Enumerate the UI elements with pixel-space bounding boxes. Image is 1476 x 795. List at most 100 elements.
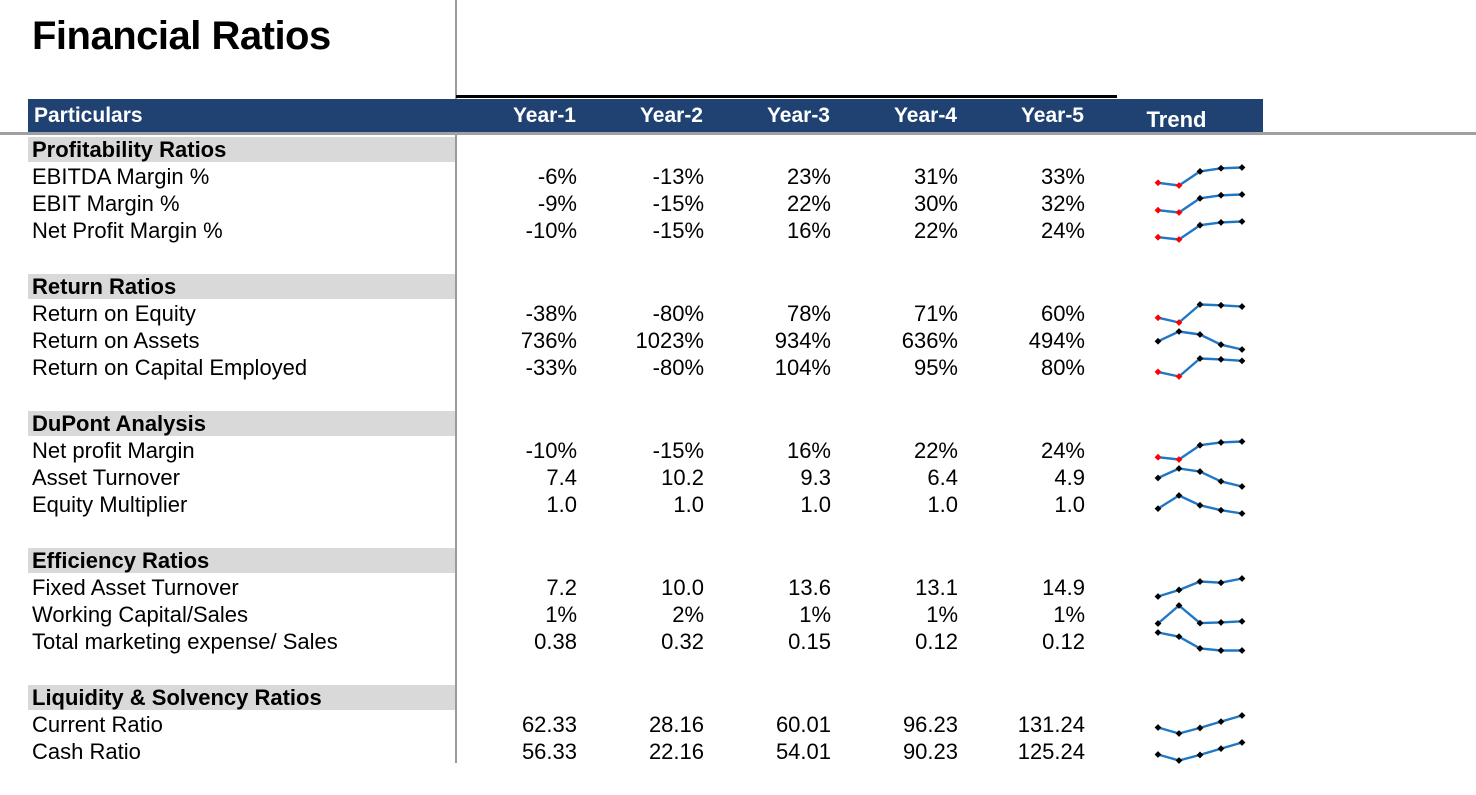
value-cell: 4.9 <box>1054 464 1085 490</box>
table-header-row: Particulars Year-1 Year-2 Year-3 Year-4 … <box>28 99 1263 132</box>
spark-marker <box>1217 579 1225 587</box>
value-cell: 96.23 <box>902 711 958 737</box>
trend-cell <box>1090 190 1263 217</box>
spark-marker <box>1196 578 1204 585</box>
header-trend: Trend <box>1146 106 1207 132</box>
spark-marker <box>1196 301 1204 308</box>
value-cell: 22% <box>913 437 958 463</box>
spark-marker <box>1217 619 1225 626</box>
spark-marker <box>1154 629 1162 636</box>
spark-marker <box>1238 575 1246 582</box>
value-cell: 31% <box>913 163 958 189</box>
section: Return Ratios Return on Equity -38% -80% 78%… <box>28 274 1263 381</box>
value-cell: 1% <box>1053 601 1085 627</box>
spark-marker <box>1196 355 1204 362</box>
trend-cell <box>1090 354 1263 381</box>
trend-sparkline <box>1154 301 1246 326</box>
row-label: EBIT Margin % <box>32 190 180 216</box>
trend-sparkline <box>1154 164 1246 189</box>
spark-marker <box>1196 724 1204 732</box>
spark-marker <box>1238 617 1246 625</box>
spark-marker <box>1217 191 1225 199</box>
spark-marker <box>1238 346 1246 353</box>
trend-cell <box>1090 601 1263 628</box>
trend-cell <box>1090 217 1263 244</box>
value-cell: 636% <box>901 327 958 353</box>
spark-marker <box>1175 492 1183 499</box>
spark-marker <box>1217 164 1225 172</box>
spark-negative-marker <box>1175 456 1183 463</box>
spark-marker <box>1175 328 1183 335</box>
spark-marker <box>1196 645 1204 652</box>
value-cell: 0.32 <box>661 628 704 654</box>
spark-marker <box>1217 439 1225 446</box>
section: Profitability Ratios EBITDA Margin % -6% -1… <box>28 137 1263 244</box>
value-cell: 10.2 <box>661 464 704 490</box>
value-cell: 14.9 <box>1042 574 1085 600</box>
spark-negative-marker <box>1154 368 1162 376</box>
trend-sparkline <box>1154 712 1246 737</box>
spark-marker <box>1196 501 1204 509</box>
header-year-4: Year-4 <box>893 103 957 127</box>
value-cell: 934% <box>774 327 831 353</box>
value-cell: 23% <box>786 163 831 189</box>
trend-sparkline <box>1154 602 1246 627</box>
section-header: Return Ratios <box>28 274 455 299</box>
trend-sparkline <box>1154 355 1246 380</box>
spark-marker <box>1217 718 1225 726</box>
spark-negative-marker <box>1175 182 1183 189</box>
spark-marker <box>1238 483 1246 490</box>
spark-negative-marker <box>1154 453 1162 461</box>
table-row: Return on Assets 736% 1023% 934% 636% 494% <box>28 327 1263 354</box>
trend-cell <box>1090 300 1263 327</box>
trend-sparkline <box>1154 575 1246 600</box>
value-cell: 95% <box>913 354 958 380</box>
value-cell: -15% <box>652 217 704 243</box>
spark-marker <box>1175 586 1183 594</box>
spark-marker <box>1196 331 1204 338</box>
trend-cell <box>1090 437 1263 464</box>
spark-marker <box>1154 505 1162 512</box>
spark-marker <box>1238 712 1246 719</box>
spark-marker <box>1217 647 1225 654</box>
value-cell: 0.12 <box>1042 628 1085 654</box>
spark-marker <box>1154 751 1162 758</box>
value-cell: 71% <box>913 300 958 326</box>
value-cell: 62.33 <box>521 711 577 737</box>
spark-marker <box>1217 355 1225 363</box>
spark-marker <box>1196 441 1204 449</box>
spark-marker <box>1217 506 1225 514</box>
spark-marker <box>1238 164 1246 171</box>
value-cell: 7.2 <box>546 574 577 600</box>
column-divider-line <box>455 0 457 763</box>
header-year-1: Year-1 <box>512 103 576 127</box>
spark-marker <box>1175 465 1183 472</box>
value-cell: 2% <box>672 601 704 627</box>
value-cell: 1023% <box>635 327 704 353</box>
row-label: Net profit Margin <box>32 437 195 463</box>
table-row: Return on Capital Employed -33% -80% 104% 95… <box>28 354 1263 381</box>
page-title: Financial Ratios <box>32 14 331 58</box>
header-particulars: Particulars <box>34 103 143 127</box>
value-cell: 1% <box>799 601 831 627</box>
value-cell: 104% <box>774 354 831 380</box>
value-cell: -15% <box>652 437 704 463</box>
value-cell: 13.6 <box>788 574 831 600</box>
trend-sparkline <box>1154 191 1246 216</box>
header-underline <box>0 132 1476 135</box>
value-cell: 1.0 <box>800 491 831 517</box>
value-cell: 16% <box>786 217 831 243</box>
value-cell: 0.15 <box>788 628 831 654</box>
value-cell: -33% <box>525 354 577 380</box>
header-year-5: Year-5 <box>1020 103 1084 127</box>
value-cell: -80% <box>652 354 704 380</box>
spark-marker <box>1217 478 1225 485</box>
value-cell: 1.0 <box>927 491 958 517</box>
row-label: Equity Multiplier <box>32 491 188 517</box>
table-row: Total marketing expense/ Sales 0.38 0.32 0.… <box>28 628 1263 655</box>
value-cell: -38% <box>525 300 577 326</box>
row-label: Cash Ratio <box>32 738 141 764</box>
trend-sparkline <box>1154 629 1246 654</box>
table-row: EBITDA Margin % -6% -13% 23% 31% 33% <box>28 163 1263 190</box>
value-cell: -9% <box>537 190 577 216</box>
